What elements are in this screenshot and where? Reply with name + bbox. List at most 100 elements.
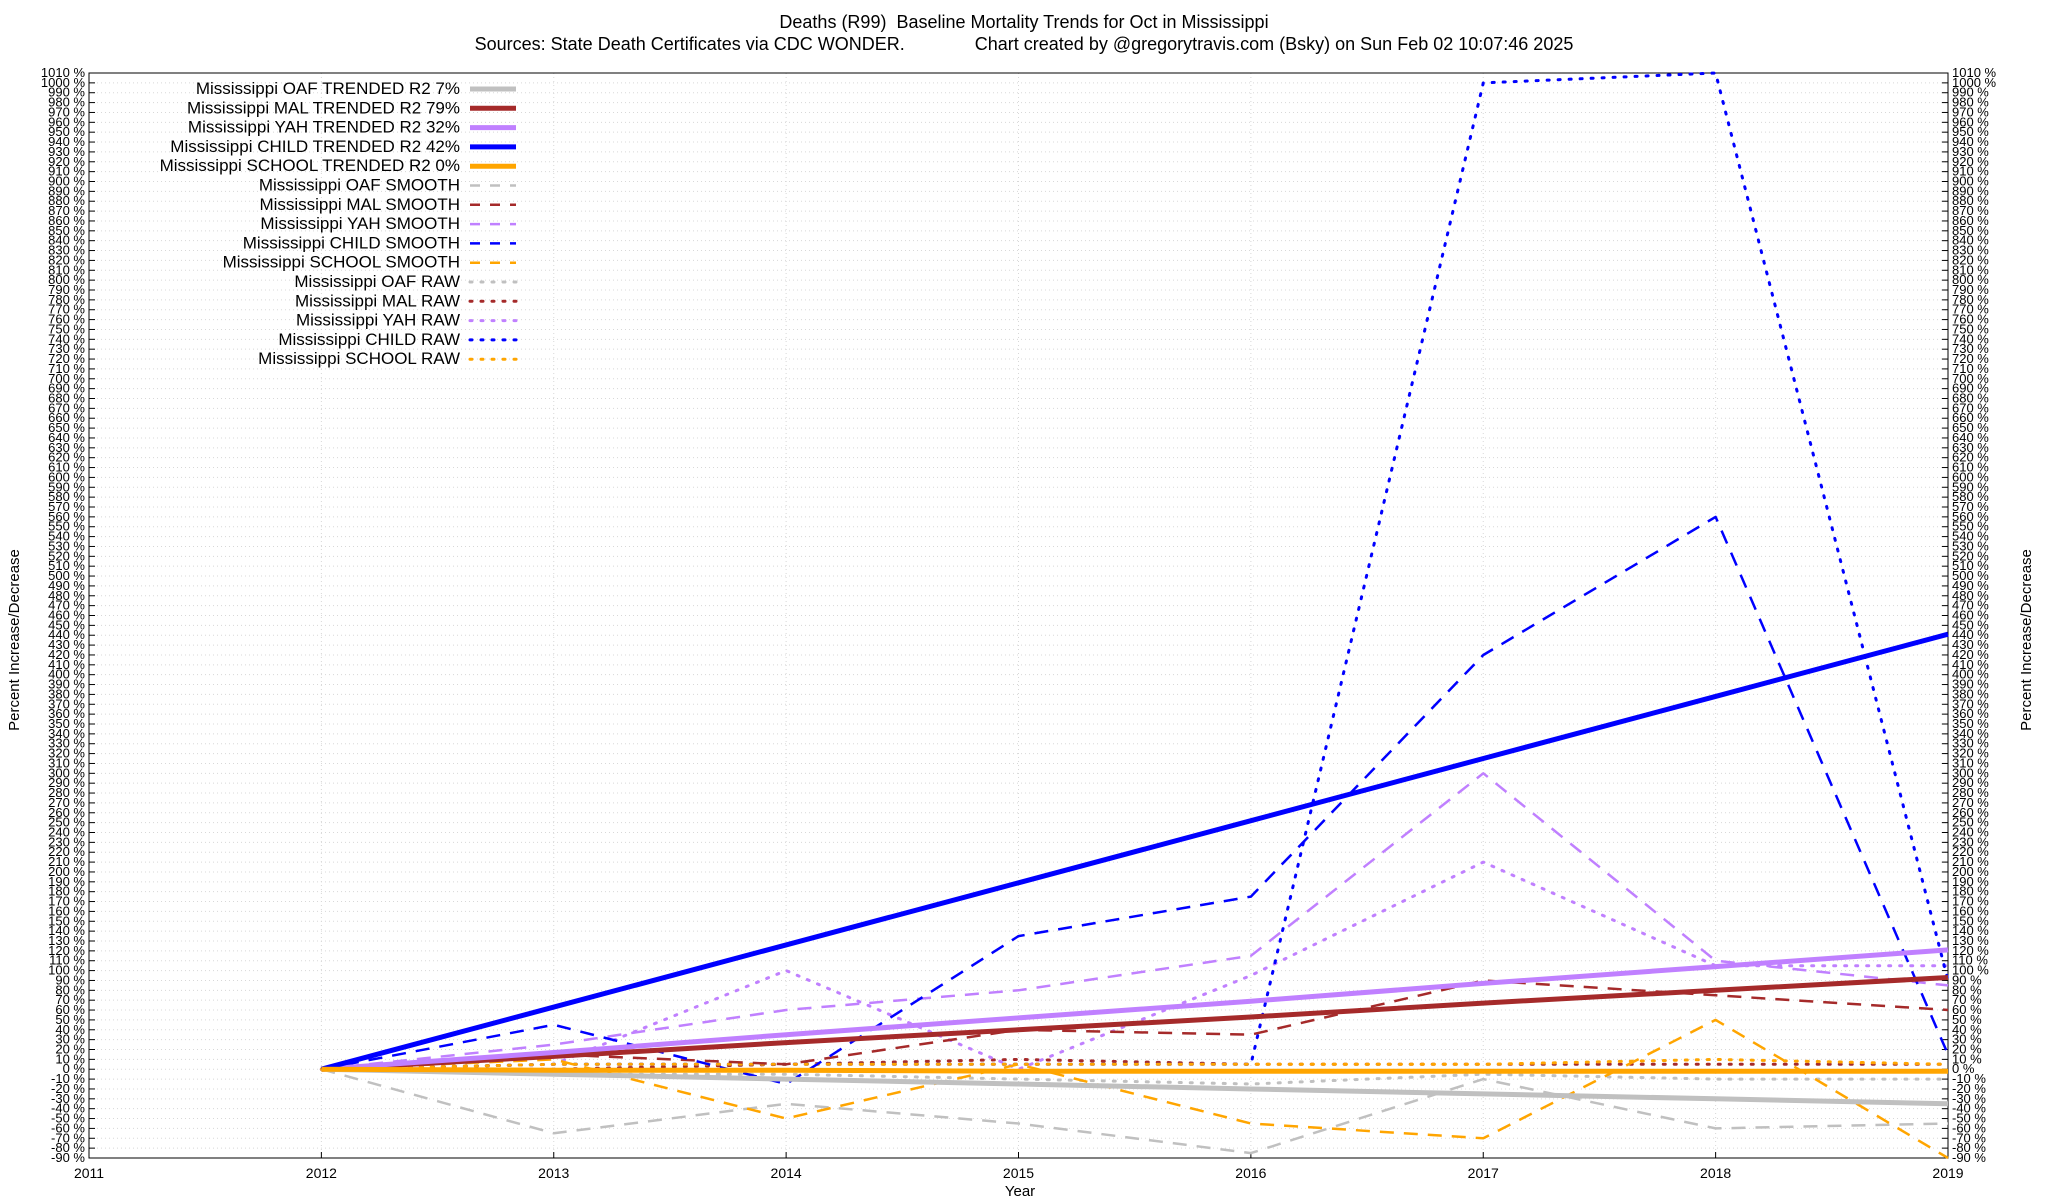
y-tick-label-left: -60 % [51, 1120, 85, 1135]
y-tick-label-right: 680 % [1952, 391, 1989, 406]
y-tick-label-right: -90 % [1952, 1150, 1986, 1165]
plot-frame [88, 72, 1949, 1159]
y-tick-label-right: 250 % [1952, 815, 1989, 830]
y-tick-label-left: 730 % [48, 341, 85, 356]
y-tick-label-right: 730 % [1952, 341, 1989, 356]
y-tick-label-left: 540 % [48, 529, 85, 544]
y-tick-label-right: 70 % [1952, 992, 1982, 1007]
y-tick-label-left: 160 % [48, 903, 85, 918]
y-tick-label-left: 580 % [48, 489, 85, 504]
y-tick-label-left: 720 % [48, 351, 85, 366]
y-tick-label-right: 990 % [1952, 85, 1989, 100]
legend-label: Mississippi CHILD RAW [278, 330, 460, 349]
y-tick-label-right: 440 % [1952, 627, 1989, 642]
y-tick-label-right: 210 % [1952, 854, 1989, 869]
y-tick-label-left: 660 % [48, 410, 85, 425]
y-tick-label-left: 430 % [48, 637, 85, 652]
legend-label: Mississippi CHILD TRENDED R2 42% [170, 137, 460, 156]
y-tick-label-left: 650 % [48, 420, 85, 435]
y-tick-label-right: 410 % [1952, 657, 1989, 672]
y-tick-label-left: 870 % [48, 203, 85, 218]
y-tick-label-right: -10 % [1952, 1071, 1986, 1086]
y-tick-label-left: 360 % [48, 706, 85, 721]
y-tick-label-right: 1000 % [1952, 75, 1997, 90]
chart-subtitle: Sources: State Death Certificates via CD… [474, 34, 1574, 54]
y-tick-label-right: 350 % [1952, 716, 1989, 731]
y-tick-label-right: 20 % [1952, 1042, 1982, 1057]
series-layer [319, 71, 1950, 1160]
y-tick-label-left: 950 % [48, 124, 85, 139]
series-line-mississippi-child-trended-r2-42 [320, 631, 1949, 1072]
legend-label: Mississippi MAL RAW [295, 291, 460, 310]
axes: -90 % -90 %-80 % -80 %-70 % -70 %-60 % -60 %… [41, 65, 1997, 1181]
y-tick-label-left: 490 % [48, 578, 85, 593]
y-tick-label-right: 910 % [1952, 164, 1989, 179]
y-tick-label-right: 230 % [1952, 834, 1989, 849]
y-tick-label-right: 490 % [1952, 578, 1989, 593]
y-tick-label-right: 950 % [1952, 124, 1989, 139]
y-tick-label-right: 860 % [1952, 213, 1989, 228]
x-tick-label: 2011 [74, 1165, 104, 1181]
y-tick-label-left: 820 % [48, 252, 85, 267]
y-tick-label-right: 180 % [1952, 884, 1989, 899]
y-tick-label-left: 200 % [48, 864, 85, 879]
y-tick-label-right: 560 % [1952, 509, 1989, 524]
x-tick-label: 2014 [771, 1165, 802, 1181]
y-tick-label-right: 110 % [1952, 953, 1988, 968]
y-tick-label-right: 60 % [1952, 1002, 1982, 1017]
y-tick-label-left: 750 % [48, 321, 85, 336]
y-tick-label-right: 90 % [1952, 972, 1982, 987]
y-tick-label-left: 330 % [48, 736, 85, 751]
y-tick-label-right: 550 % [1952, 519, 1989, 534]
y-tick-label-right: 190 % [1952, 874, 1989, 889]
y-tick-label-left: 570 % [48, 499, 85, 514]
y-tick-label-right: 700 % [1952, 371, 1989, 386]
y-tick-label-left: 850 % [48, 223, 85, 238]
y-tick-label-right: 30 % [1952, 1032, 1982, 1047]
y-tick-label-left: 900 % [48, 174, 85, 189]
y-tick-label-right: 120 % [1952, 943, 1989, 958]
legend: Mississippi OAF TRENDED R2 7% Mississippi… [160, 79, 518, 368]
y-tick-label-right: 140 % [1952, 923, 1989, 938]
y-tick-label-right: 810 % [1952, 262, 1989, 277]
y-tick-label-left: -80 % [51, 1140, 85, 1155]
y-tick-label-right: 360 % [1952, 706, 1989, 721]
y-tick-label-left: 130 % [48, 933, 85, 948]
y-tick-label-left: 190 % [48, 874, 85, 889]
y-tick-label-right: 290 % [1952, 775, 1989, 790]
y-tick-label-left: 80 % [55, 982, 85, 997]
y-tick-label-left: 440 % [48, 627, 85, 642]
y-tick-label-left: 860 % [48, 213, 85, 228]
y-tick-label-right: 660 % [1952, 410, 1989, 425]
y-tick-label-right: 570 % [1952, 499, 1989, 514]
y-tick-label-left: 670 % [48, 400, 85, 415]
legend-label: Mississippi OAF TRENDED R2 7% [196, 79, 460, 98]
y-tick-label-right: 960 % [1952, 114, 1989, 129]
y-tick-label-left: 520 % [48, 548, 85, 563]
series-line-mississippi-school-trended-r2-0 [321, 1066, 1948, 1074]
y-tick-label-right: 460 % [1952, 608, 1989, 623]
y-tick-label-left: 1010 % [41, 65, 86, 80]
y-tick-label-left: 620 % [48, 450, 85, 465]
chart-title: Deaths (R99) Baseline Mortality Trends f… [779, 12, 1269, 32]
y-tick-label-left: 340 % [48, 726, 85, 741]
y-tick-label-right: 50 % [1952, 1012, 1982, 1027]
y-tick-label-right: 520 % [1952, 548, 1989, 563]
series-line-mississippi-child-smooth [321, 515, 1950, 1086]
y-tick-label-left: 290 % [48, 775, 85, 790]
y-tick-label-right: 1010 % [1952, 65, 1997, 80]
y-tick-label-right: 750 % [1952, 321, 1989, 336]
y-tick-label-left: 10 % [55, 1051, 85, 1066]
y-tick-label-left: 500 % [48, 568, 85, 583]
series-line-mississippi-yah-trended-r2-32 [321, 947, 1949, 1072]
y-tick-label-left: 240 % [48, 825, 85, 840]
y-tick-label-right: 900 % [1952, 174, 1989, 189]
y-tick-label-left: 610 % [48, 460, 85, 475]
y-tick-label-left: -10 % [51, 1071, 85, 1086]
y-tick-label-left: 70 % [55, 992, 85, 1007]
y-tick-label-left: 990 % [48, 85, 85, 100]
y-tick-label-left: -30 % [51, 1091, 85, 1106]
y-tick-label-right: 470 % [1952, 598, 1989, 613]
y-tick-label-left: 940 % [48, 134, 85, 149]
